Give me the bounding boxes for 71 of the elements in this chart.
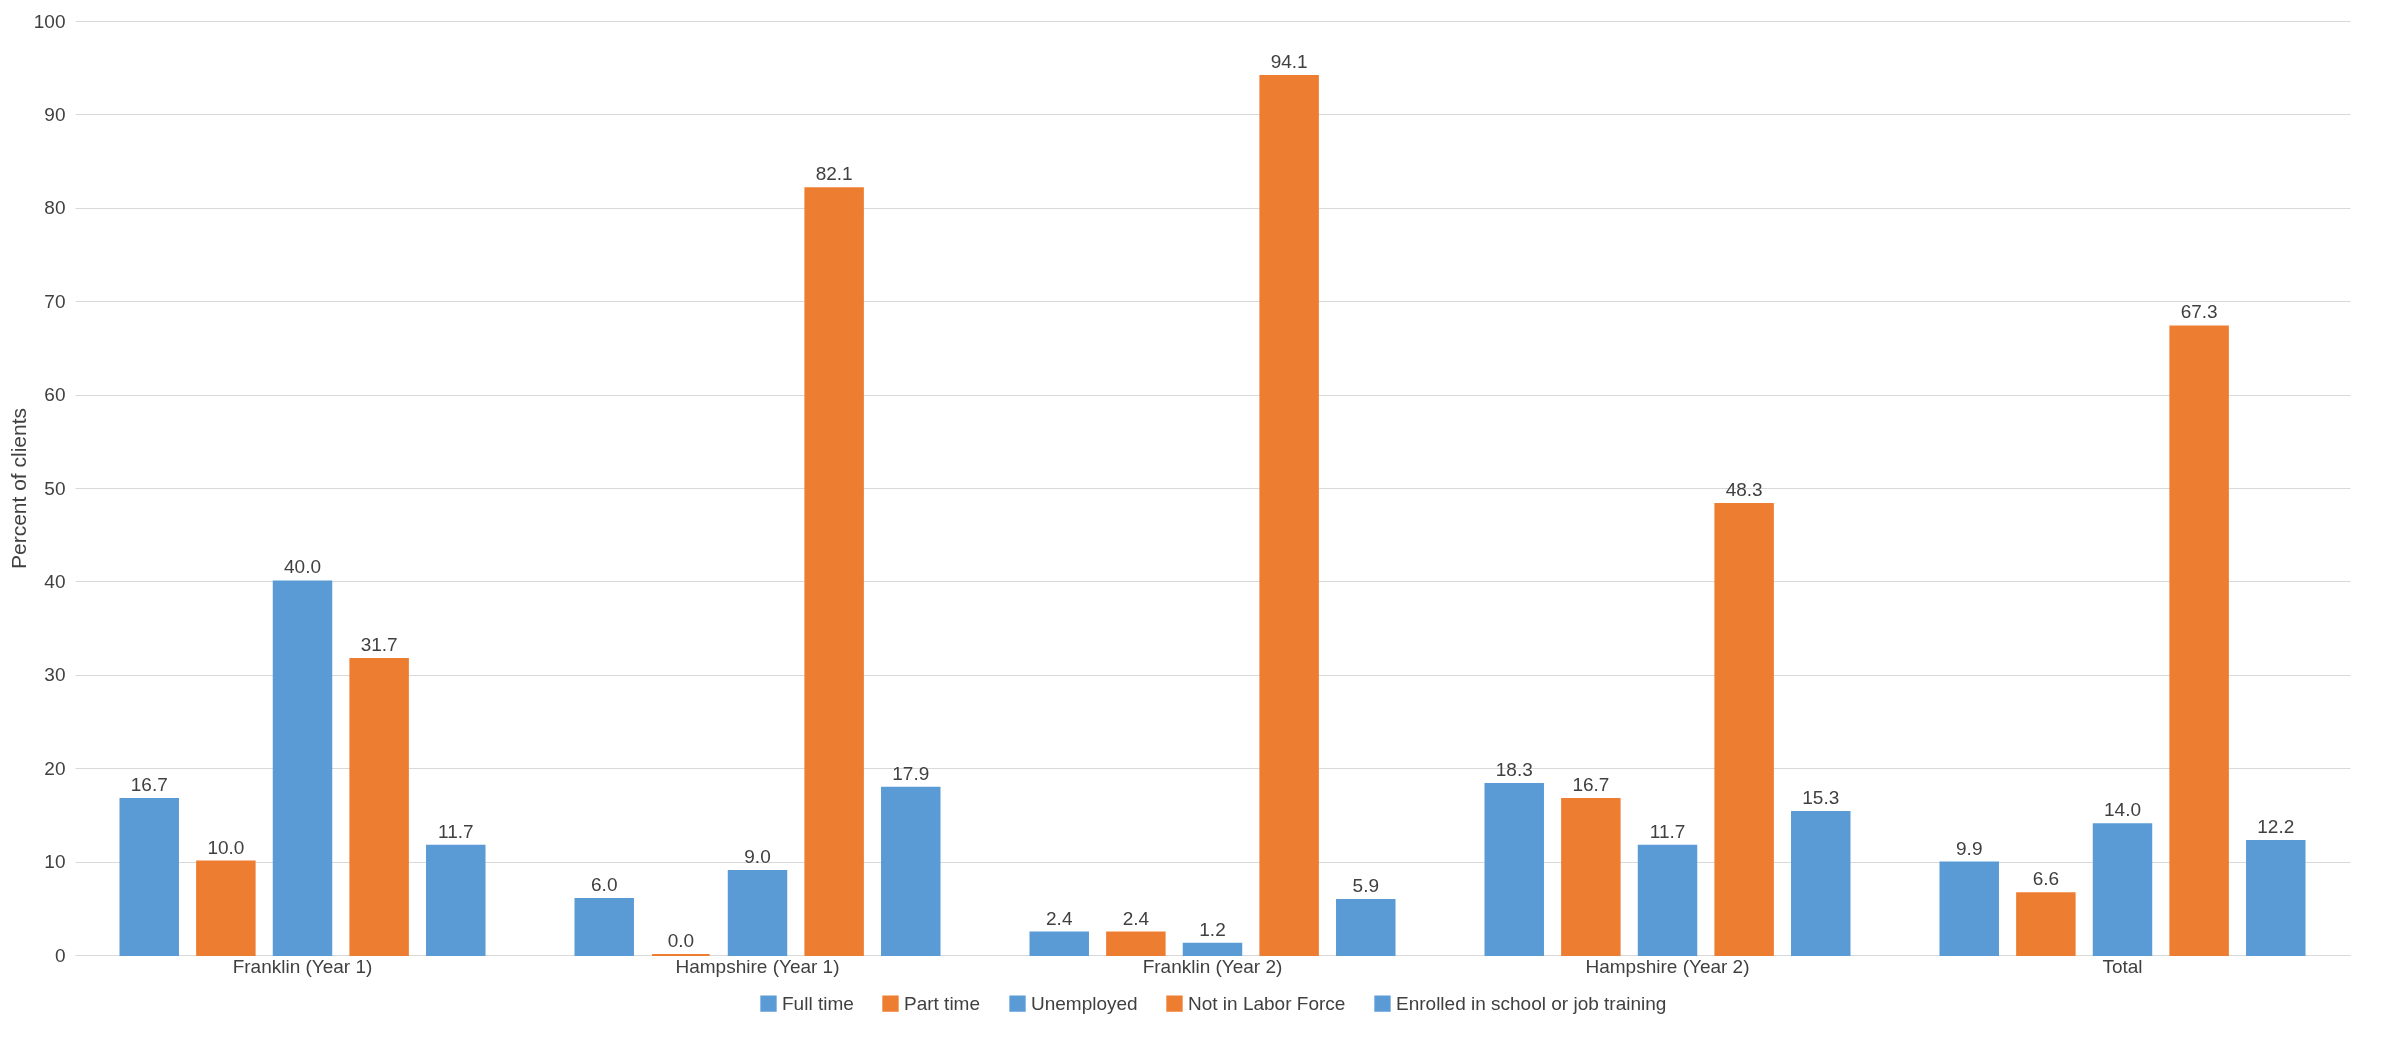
data-label: 14.0 — [2104, 799, 2141, 821]
y-tick-label: 80 — [44, 197, 66, 219]
y-tick-label: 100 — [33, 10, 66, 32]
y-tick-label: 50 — [44, 477, 66, 499]
legend-label: Not in Labor Force — [1188, 992, 1346, 1014]
data-label: 48.3 — [1725, 478, 1763, 500]
data-label: 1.2 — [1199, 918, 1226, 940]
bar — [426, 844, 486, 956]
data-label: 11.7 — [437, 820, 474, 842]
bar — [1637, 844, 1698, 956]
bar — [727, 869, 788, 956]
y-tick-label: 10 — [44, 851, 66, 873]
bar — [1336, 898, 1396, 956]
bar — [1939, 861, 1999, 956]
y-axis-title: Percent of clients — [6, 407, 30, 570]
bar — [1791, 811, 1851, 956]
bar — [1029, 931, 1089, 956]
bar — [2092, 823, 2153, 956]
x-tick-label: Franklin (Year 1) — [232, 955, 373, 977]
data-label: 11.7 — [1649, 820, 1686, 842]
data-label: 9.0 — [744, 845, 771, 867]
y-tick-label: 20 — [44, 757, 66, 779]
bar — [881, 786, 941, 956]
x-tick-label: Hampshire (Year 1) — [675, 955, 840, 977]
x-tick-label: Hampshire (Year 2) — [1585, 955, 1750, 977]
bar — [1714, 502, 1774, 956]
legend-label: Part time — [904, 992, 981, 1014]
data-label: 5.9 — [1352, 874, 1379, 896]
data-label: 94.1 — [1270, 51, 1308, 73]
data-label: 18.3 — [1495, 759, 1533, 781]
y-tick-label: 60 — [44, 384, 66, 406]
data-label: 17.9 — [892, 762, 930, 784]
bar — [804, 187, 864, 956]
data-label: 67.3 — [2180, 301, 2218, 323]
legend-label: Full time — [782, 992, 854, 1014]
bar — [2016, 892, 2076, 956]
data-label: 2.4 — [1122, 907, 1150, 929]
data-label: 6.6 — [2032, 868, 2060, 890]
bar — [2246, 840, 2306, 956]
data-label: 16.7 — [130, 774, 168, 796]
x-tick-label: Franklin (Year 2) — [1142, 955, 1283, 977]
bar — [1182, 942, 1243, 956]
bar — [196, 860, 256, 956]
bar — [349, 657, 409, 956]
data-label: 16.7 — [1572, 774, 1610, 796]
data-label: 12.2 — [2257, 816, 2295, 838]
y-tick-label: 40 — [44, 570, 66, 592]
bar — [272, 580, 333, 956]
data-label: 10.0 — [207, 836, 245, 858]
bar — [1484, 783, 1544, 956]
data-label: 31.7 — [360, 633, 398, 655]
data-label: 82.1 — [815, 163, 853, 185]
y-tick-label: 90 — [44, 103, 66, 125]
bar — [2169, 325, 2229, 956]
legend-label: Enrolled in school or job training — [1396, 992, 1667, 1014]
x-tick-label: Total — [2102, 955, 2143, 977]
data-label: 15.3 — [1802, 787, 1840, 809]
data-label: 0.0 — [667, 930, 695, 951]
data-label: 6.0 — [591, 873, 618, 895]
bar — [574, 897, 634, 956]
data-label: 9.9 — [1956, 837, 1983, 859]
bar — [1561, 798, 1621, 956]
bar — [119, 798, 179, 956]
bar — [1106, 931, 1166, 956]
y-tick-label: 0 — [54, 944, 66, 966]
data-label: 2.4 — [1046, 907, 1073, 929]
bar — [1259, 75, 1319, 956]
y-tick-label: 30 — [44, 664, 66, 686]
data-label: 40.0 — [284, 556, 321, 578]
y-tick-label: 70 — [44, 290, 66, 312]
legend-label: Unemployed — [1031, 992, 1138, 1014]
